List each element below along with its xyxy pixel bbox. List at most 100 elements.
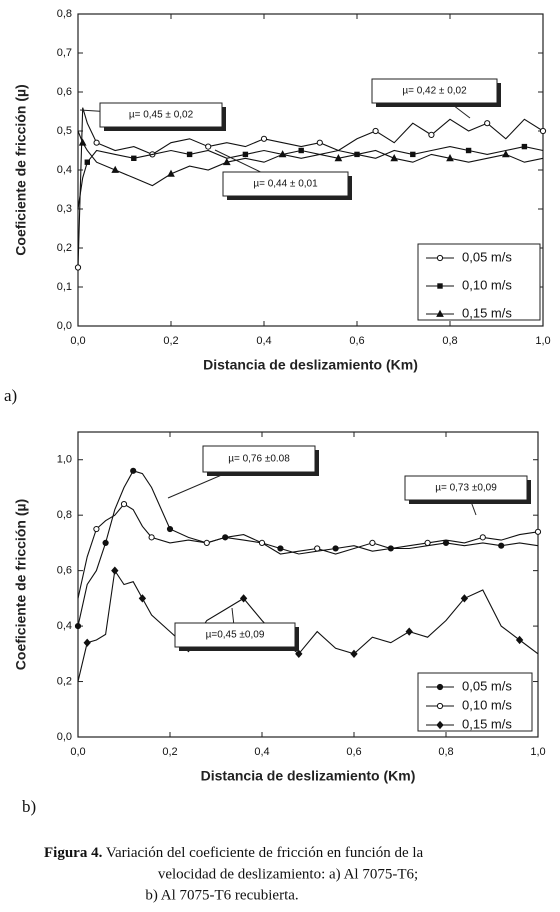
marker (460, 594, 469, 603)
marker (437, 283, 443, 289)
marker (436, 720, 444, 730)
caption-line: b) Al 7075-T6 recubierta. (145, 887, 298, 903)
annotation: µ= 0,44 ± 0,01 (253, 179, 318, 190)
marker (316, 139, 323, 146)
x-axis-title: Distancia de deslizamiento (Km) (203, 357, 418, 373)
marker (131, 155, 137, 162)
marker (258, 539, 266, 547)
marker (334, 154, 343, 162)
y-axis-title: Coeficiente de fricción (µ) (13, 84, 29, 255)
marker (222, 157, 231, 166)
legend-label: 0,10 m/s (462, 697, 512, 712)
y-tick-label: 0,6 (57, 565, 72, 577)
marker (295, 649, 303, 658)
marker (372, 127, 379, 135)
x-tick-label: 0,0 (70, 335, 85, 347)
y-tick-label: 0,3 (57, 203, 72, 215)
x-tick-label: 0,4 (254, 746, 269, 758)
annotation-box (99, 102, 223, 128)
x-tick-label: 0,6 (349, 335, 364, 347)
marker (260, 135, 268, 142)
marker (83, 638, 91, 647)
marker (120, 500, 128, 508)
marker (405, 627, 413, 636)
y-tick-label: 0,5 (57, 125, 72, 137)
marker (369, 539, 376, 547)
annotation: µ= 0,45 ± 0,02 (129, 110, 194, 121)
marker (436, 702, 444, 710)
marker (203, 539, 210, 547)
marker (102, 539, 109, 547)
x-tick-label: 0,6 (346, 746, 361, 758)
x-tick-label: 0,8 (442, 335, 457, 347)
annotation-box (371, 78, 498, 104)
y-tick-label: 0,4 (57, 164, 72, 176)
marker (501, 150, 510, 158)
caption-text: Variación del coeficiente de fricción en… (106, 845, 424, 861)
marker (298, 147, 304, 154)
y-tick-label: 1,0 (57, 454, 72, 466)
marker (332, 545, 339, 552)
marker (74, 264, 82, 271)
y-tick-label: 0,1 (57, 281, 72, 293)
legend-label: 0,15 m/s (462, 305, 512, 320)
annotation: µ= 0,73 ±0,09 (435, 483, 497, 494)
y-tick-label: 0,2 (57, 675, 72, 687)
annotation-box (404, 475, 528, 501)
series-line (77, 107, 544, 268)
legend-box (417, 672, 533, 732)
marker (428, 131, 435, 138)
legend-label: 0,05 m/s (462, 249, 512, 264)
marker (93, 139, 100, 146)
caption-line: Figura 4. Variación del coeficiente de f… (44, 845, 424, 861)
marker (130, 467, 137, 474)
series-line (77, 569, 539, 682)
legend-label: 0,10 m/s (462, 277, 512, 292)
marker (436, 309, 444, 317)
marker (498, 542, 505, 549)
marker (350, 649, 358, 658)
series-line (77, 470, 539, 627)
marker (539, 127, 547, 135)
marker (521, 143, 528, 150)
marker (186, 151, 193, 158)
marker (277, 545, 284, 552)
marker (111, 165, 120, 173)
x-tick-label: 1,0 (535, 335, 550, 347)
marker (446, 154, 454, 162)
y-tick-label: 0,0 (57, 320, 72, 332)
marker (138, 594, 147, 603)
y-tick-label: 0,8 (57, 8, 72, 20)
plot-frame (77, 431, 539, 738)
y-tick-label: 0,0 (57, 731, 72, 743)
marker (410, 151, 416, 158)
marker (424, 539, 431, 547)
panel-label: a) (4, 386, 17, 405)
y-tick-label: 0,7 (57, 47, 72, 59)
marker (111, 566, 119, 575)
marker (74, 622, 82, 630)
x-tick-label: 0,2 (162, 746, 177, 758)
annotation-box (222, 171, 349, 197)
legend-label: 0,15 m/s (462, 716, 512, 731)
marker (93, 525, 100, 533)
marker (148, 534, 155, 541)
marker (442, 539, 450, 547)
y-tick-label: 0,2 (57, 242, 72, 254)
marker (239, 594, 248, 603)
annotation-box (174, 622, 296, 648)
marker (78, 138, 87, 146)
marker (465, 147, 472, 154)
marker (534, 528, 542, 535)
marker (205, 143, 212, 150)
marker (390, 154, 399, 162)
marker (515, 635, 524, 645)
x-tick-label: 0,0 (70, 746, 85, 758)
annotation-box (202, 445, 316, 473)
panel-label: b) (22, 797, 36, 816)
annotation: µ=0,45 ±0,09 (206, 630, 265, 641)
y-tick-label: 0,6 (57, 86, 72, 98)
marker (167, 169, 175, 177)
series-line (77, 503, 539, 599)
